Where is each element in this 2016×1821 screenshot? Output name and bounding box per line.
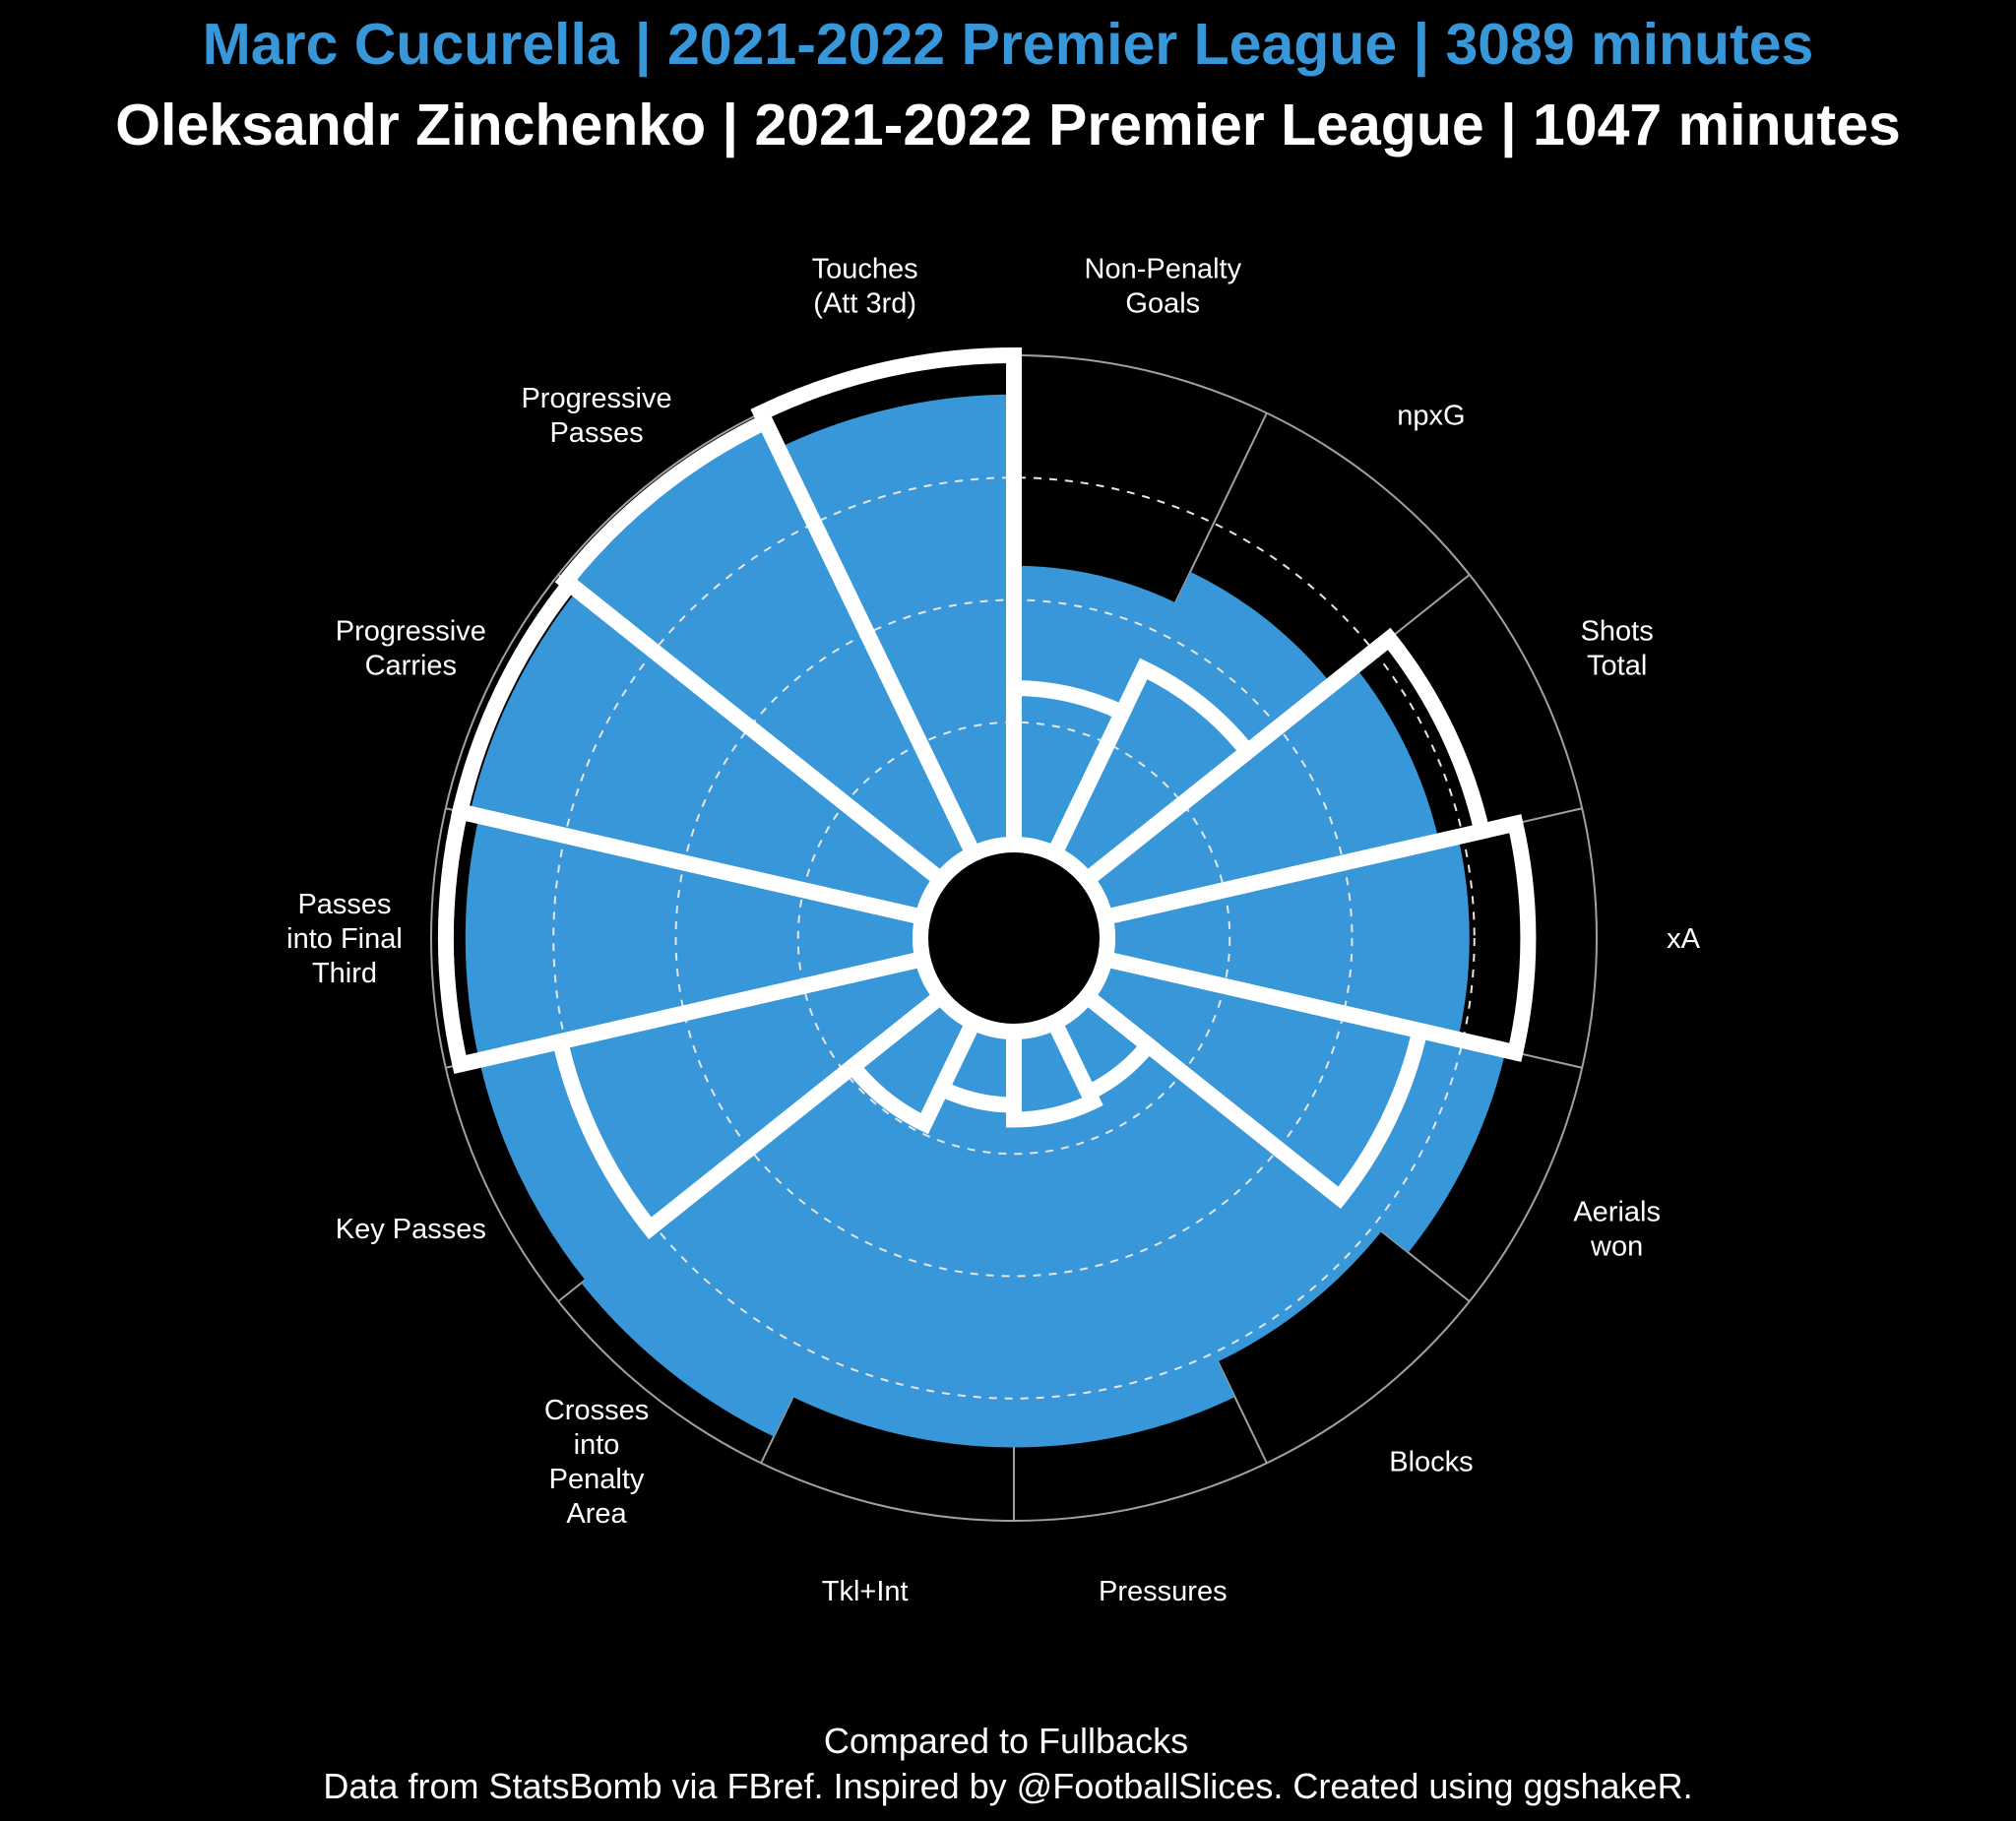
player1-bar xyxy=(1104,837,1470,1039)
center-hole xyxy=(913,837,1115,1039)
metric-labels: Non-Penalty Goals npxG Shots Total xA Aerials w… xyxy=(286,254,1700,1607)
metric-label: xA xyxy=(1667,923,1701,955)
player1-bar xyxy=(1014,1022,1235,1448)
metric-label: Non-Penalty Goals xyxy=(1085,254,1242,320)
metric-label: Blocks xyxy=(1389,1447,1473,1478)
metric-label: Progressive Passes xyxy=(521,383,671,449)
player1-bar xyxy=(778,394,1014,854)
metric-label: Touches (Att 3rd) xyxy=(812,254,918,320)
metric-label: Tkl+Int xyxy=(822,1576,909,1607)
player1-bar xyxy=(1054,996,1382,1362)
comparison-caption: Compared to Fullbacks xyxy=(824,1721,1188,1761)
credits-caption: Data from StatsBomb via FBref. Inspired … xyxy=(323,1766,1692,1806)
player1-bar xyxy=(581,996,974,1437)
player1-bars xyxy=(465,394,1506,1448)
player1-bar xyxy=(1014,565,1176,854)
player1-bar xyxy=(1054,571,1332,880)
player1-bar xyxy=(792,1022,1014,1448)
metric-label: Shots Total xyxy=(1581,615,1654,681)
player1-title: Marc Cucurella | 2021-2022 Premier Leagu… xyxy=(203,12,1814,78)
metric-label: npxG xyxy=(1397,400,1465,431)
player2-title: Oleksandr Zinchenko | 2021-2022 Premier … xyxy=(115,93,1901,158)
player1-bar xyxy=(465,816,923,1060)
metric-label: Pressures xyxy=(1099,1576,1228,1607)
player1-bar xyxy=(569,426,974,880)
metric-label: Crosses into Penalty Area xyxy=(544,1395,649,1530)
center-circle xyxy=(913,837,1115,1039)
metric-label: Aerials won xyxy=(1573,1197,1661,1263)
metric-label: Key Passes xyxy=(336,1214,486,1245)
metric-label: Progressive Carries xyxy=(336,615,486,681)
metric-label: Passes into Final Third xyxy=(286,889,403,989)
grid-circle xyxy=(552,476,1476,1400)
grid-circle xyxy=(796,721,1231,1156)
